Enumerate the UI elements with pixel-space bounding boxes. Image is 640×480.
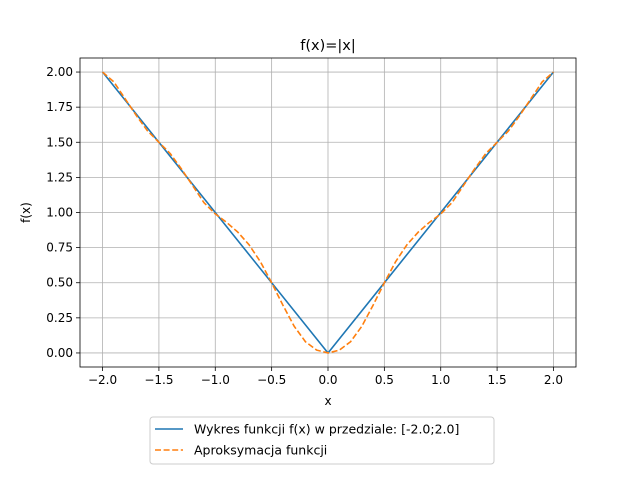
x-tick-label: 1.5	[488, 373, 507, 387]
x-axis-label: x	[324, 394, 331, 408]
y-axis-label: f(x)	[19, 202, 33, 223]
y-tick-label: 2.00	[46, 65, 73, 79]
series-line-1	[102, 71, 554, 354]
x-tick-label: −2.0	[88, 373, 117, 387]
y-tick-label: 0.75	[46, 241, 73, 255]
y-tick-label: 0.00	[46, 346, 73, 360]
y-tick-label: 1.75	[46, 100, 73, 114]
y-tick-label: 0.25	[46, 311, 73, 325]
x-axis: −2.0 −1.5 −1.0 −0.5 0.0 0.5 1.0 1.5 2.0	[88, 367, 563, 387]
x-tick-label: 0.5	[375, 373, 394, 387]
y-tick-label: 1.50	[46, 135, 73, 149]
x-tick-label: −1.5	[144, 373, 173, 387]
x-tick-label: 2.0	[544, 373, 563, 387]
y-axis: 0.00 0.25 0.50 0.75 1.00 1.25 1.50 1.75 2.00	[46, 65, 80, 360]
legend-box	[149, 416, 495, 465]
x-tick-label: −1.0	[201, 373, 230, 387]
series-layer	[101, 71, 555, 354]
x-tick-label: 0.0	[318, 373, 337, 387]
y-tick-label: 0.50	[46, 276, 73, 290]
grid	[80, 58, 576, 367]
x-tick-label: 1.0	[431, 373, 450, 387]
y-tick-label: 1.25	[46, 170, 73, 184]
legend-label-1: Aproksymacja funkcji	[194, 443, 327, 458]
y-tick-label: 1.00	[46, 206, 73, 220]
x-tick-label: −0.5	[257, 373, 286, 387]
legend: Wykres funkcji f(x) w przedziale: [-2.0;…	[149, 416, 495, 465]
legend-label-0: Wykres funkcji f(x) w przedziale: [-2.0;…	[194, 422, 459, 437]
chart-title: f(x)=|x|	[300, 38, 356, 54]
